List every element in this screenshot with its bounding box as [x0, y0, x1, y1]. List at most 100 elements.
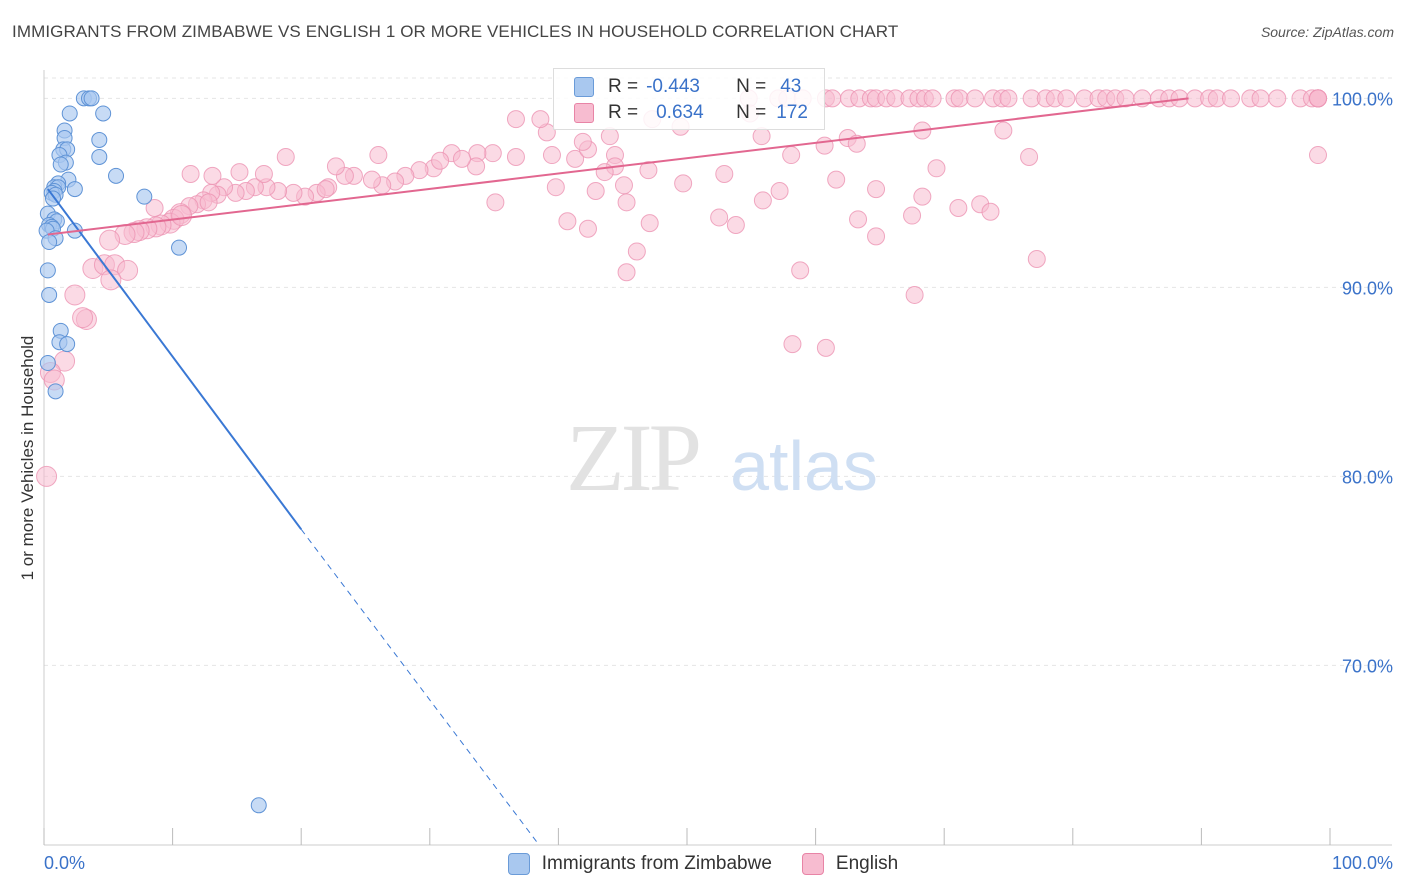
- english-point: [1309, 89, 1327, 108]
- english-point: [867, 180, 886, 199]
- english-point: [927, 159, 946, 178]
- english-point: [64, 284, 86, 306]
- english-point: [1309, 146, 1327, 165]
- legend-item-zimbabwe[interactable]: Immigrants from Zimbabwe: [507, 853, 772, 875]
- english-point: [770, 181, 789, 200]
- english-points: [36, 89, 1327, 487]
- english-point: [467, 157, 486, 176]
- trend-lines: [47, 97, 1189, 846]
- english-point: [710, 208, 729, 227]
- english-point: [753, 191, 772, 210]
- english-point: [1020, 147, 1039, 166]
- english-point: [999, 89, 1018, 108]
- zimbabwe-point: [95, 105, 112, 122]
- zimbabwe-point: [41, 234, 58, 251]
- legend-row-english: R = 0.634 N = 172: [574, 101, 808, 125]
- english-point: [316, 180, 335, 199]
- english-trend-line: [47, 97, 1189, 236]
- tick-labels: 70.0% 80.0% 90.0% 100.0% 0.0% 100.0%: [44, 89, 1393, 873]
- zimbabwe-trend-extension: [300, 529, 540, 846]
- english-point: [783, 335, 802, 354]
- english-point: [486, 193, 505, 212]
- english-point: [849, 210, 868, 229]
- zimbabwe-point: [108, 167, 125, 184]
- y-tick-label: 100.0%: [1332, 89, 1393, 109]
- english-point: [431, 151, 450, 170]
- english-point: [483, 144, 502, 163]
- legend-label-zimbabwe: Immigrants from Zimbabwe: [541, 853, 772, 874]
- english-point: [827, 170, 846, 189]
- zimbabwe-point: [47, 383, 64, 400]
- series-legend: Immigrants from Zimbabwe English: [0, 853, 1406, 875]
- english-point: [949, 198, 968, 217]
- english-point: [326, 157, 345, 176]
- english-point: [617, 263, 636, 282]
- watermark: ZIP atlas: [566, 404, 878, 511]
- zimbabwe-point: [66, 181, 83, 198]
- english-point: [847, 134, 866, 153]
- english-point: [72, 307, 94, 329]
- zimbabwe-point: [171, 239, 188, 256]
- source-label: Source: ZipAtlas.com: [1260, 24, 1394, 40]
- english-point: [1221, 89, 1240, 108]
- english-point: [117, 259, 139, 281]
- english-point: [506, 147, 525, 166]
- english-point: [254, 164, 273, 183]
- english-point: [573, 132, 592, 151]
- legend-n-value: 43: [780, 76, 802, 97]
- english-point: [903, 206, 922, 225]
- english-point: [913, 187, 932, 206]
- english-point: [1027, 250, 1046, 269]
- english-point: [595, 163, 614, 182]
- zimbabwe-point: [83, 90, 100, 107]
- english-point: [715, 164, 734, 183]
- english-point: [362, 170, 381, 189]
- y-axis-label: 1 or more Vehicles in Household: [18, 336, 37, 581]
- zimbabwe-points: [38, 90, 267, 814]
- english-point: [452, 149, 471, 168]
- english-point: [1057, 89, 1076, 108]
- english-point: [791, 261, 810, 280]
- english-point: [531, 110, 550, 129]
- legend-r-value: 0.634: [656, 102, 704, 123]
- legend-swatch-english: [801, 853, 824, 875]
- zimbabwe-point: [91, 131, 108, 148]
- y-tick-label: 90.0%: [1342, 278, 1393, 298]
- english-point: [99, 229, 121, 251]
- english-point: [815, 136, 834, 155]
- legend-n-label: N =: [736, 102, 767, 123]
- zimbabwe-point: [91, 148, 108, 165]
- english-point: [640, 214, 659, 233]
- english-point: [100, 269, 122, 291]
- zimbabwe-trend-line: [47, 188, 303, 530]
- zimbabwe-point: [39, 354, 56, 371]
- english-point: [230, 163, 249, 182]
- legend-swatch-zimbabwe: [574, 77, 594, 97]
- english-point: [369, 146, 388, 165]
- english-point: [867, 227, 886, 246]
- chart-title: IMMIGRANTS FROM ZIMBABWE VS ENGLISH 1 OR…: [12, 22, 899, 41]
- english-point: [923, 89, 942, 108]
- english-point: [823, 89, 842, 108]
- english-point: [1268, 89, 1287, 108]
- english-point: [950, 89, 969, 108]
- english-point: [171, 205, 193, 227]
- english-point: [284, 183, 303, 202]
- legend-swatch-zimbabwe: [507, 853, 530, 875]
- y-tick-label: 80.0%: [1342, 467, 1393, 487]
- stats-legend: R = -0.443 N = 43 R = 0.634 N = 172: [553, 68, 825, 130]
- english-point: [674, 174, 693, 193]
- x-tick-label: 100.0%: [1332, 853, 1393, 873]
- english-point: [181, 164, 200, 183]
- legend-r-value: -0.443: [646, 76, 700, 97]
- y-tick-label: 70.0%: [1342, 656, 1393, 676]
- zimbabwe-point: [61, 105, 78, 122]
- english-point: [586, 181, 605, 200]
- english-point: [36, 465, 58, 487]
- english-point: [905, 285, 924, 304]
- english-point: [203, 166, 222, 185]
- zimbabwe-point: [59, 336, 76, 353]
- legend-label-english: English: [835, 853, 899, 874]
- english-point: [726, 216, 745, 234]
- legend-item-english[interactable]: English: [801, 853, 899, 875]
